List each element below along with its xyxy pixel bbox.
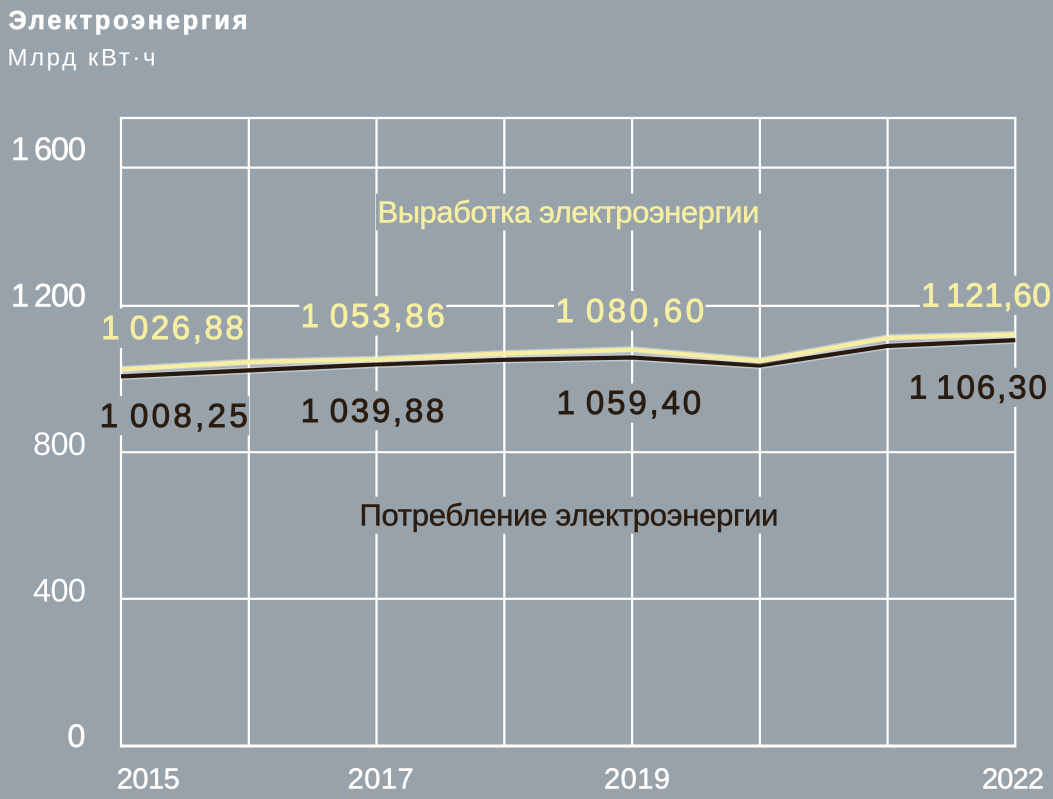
svg-text:1 039,88: 1 039,88 [301,392,445,429]
svg-text:1 059,40: 1 059,40 [557,384,702,421]
svg-text:800: 800 [33,426,86,462]
svg-text:Выработка электроэнергии: Выработка электроэнергии [378,194,760,229]
svg-text:1 600: 1 600 [11,131,86,167]
svg-text:1 008,25: 1 008,25 [100,397,248,434]
svg-text:Потребление электроэнергии: Потребление электроэнергии [360,498,779,533]
svg-text:1 200: 1 200 [11,278,86,314]
svg-text:2017: 2017 [348,764,414,796]
svg-text:Электроэнергия: Электроэнергия [9,7,248,35]
svg-text:1 106,30: 1 106,30 [909,368,1047,405]
svg-text:1 080,60: 1 080,60 [556,292,705,329]
svg-text:1 121,60: 1 121,60 [921,276,1051,313]
svg-text:0: 0 [67,718,85,754]
svg-text:400: 400 [33,572,86,608]
svg-text:2022: 2022 [982,764,1044,796]
svg-text:1 053,86: 1 053,86 [301,297,445,334]
svg-text:1 026,88: 1 026,88 [101,309,244,346]
svg-text:2019: 2019 [604,764,670,796]
svg-text:2015: 2015 [117,764,180,796]
svg-text:Млрд кВт·ч: Млрд кВт·ч [8,44,156,71]
